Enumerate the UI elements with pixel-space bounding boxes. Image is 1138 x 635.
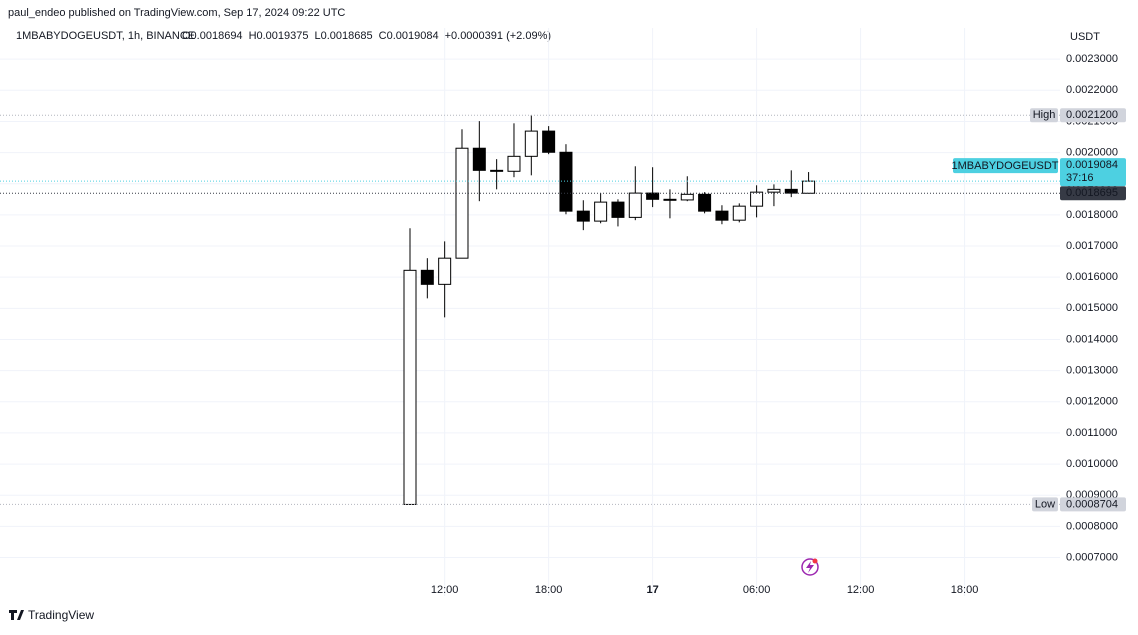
marker-tag bbox=[1032, 497, 1058, 512]
candle-body bbox=[507, 155, 521, 172]
candle-body bbox=[698, 193, 712, 212]
price-label: 0.0018695 bbox=[1066, 187, 1118, 199]
y-tick-label: 0.0007000 bbox=[1066, 551, 1118, 563]
ohlc-value: O0.0018694 bbox=[182, 30, 243, 42]
published-by: paul_endeo published on TradingView.com,… bbox=[8, 7, 345, 19]
countdown: 37:16 bbox=[1066, 172, 1094, 184]
y-tick-label: 0.0015000 bbox=[1066, 302, 1118, 314]
price-label: 0.0019084 bbox=[1066, 159, 1118, 171]
candle-body bbox=[784, 188, 798, 194]
y-tick-label: 0.0011000 bbox=[1066, 427, 1117, 439]
price-label-box bbox=[1060, 108, 1126, 123]
price-label-box bbox=[1060, 158, 1126, 187]
y-tick-label: 0.0012000 bbox=[1066, 396, 1118, 408]
x-tick-label: 12:00 bbox=[431, 584, 459, 596]
symbol-info: 1MBABYDOGEUSDT, 1h, BINANCE bbox=[16, 30, 195, 42]
candle-body bbox=[663, 198, 677, 201]
candle-body bbox=[594, 201, 608, 222]
y-tick-label: 0.0022000 bbox=[1066, 84, 1118, 96]
candle-body bbox=[767, 188, 781, 193]
candle-body bbox=[646, 192, 660, 200]
ohlc-value: C0.0019084 bbox=[379, 30, 439, 42]
y-tick-label: 0.0016000 bbox=[1066, 271, 1118, 283]
candle-body bbox=[472, 147, 486, 171]
watermark-icon bbox=[801, 558, 819, 576]
candle-body bbox=[524, 130, 538, 157]
candle-body bbox=[420, 269, 434, 285]
y-tick-label: 0.0008000 bbox=[1066, 520, 1118, 532]
ohlc-value: L0.0018685 bbox=[315, 30, 373, 42]
candle-body bbox=[542, 130, 556, 153]
symbol-tag-label: 1MBABYDOGEUSDT bbox=[952, 160, 1059, 172]
candle-body bbox=[576, 210, 590, 222]
candle-body bbox=[628, 192, 642, 218]
price-label-box bbox=[1060, 186, 1126, 201]
marker-tag bbox=[1030, 108, 1058, 123]
x-tick-label: 18:00 bbox=[535, 584, 563, 596]
price-label: 0.0008704 bbox=[1066, 498, 1118, 510]
x-tick-label: 12:00 bbox=[847, 584, 875, 596]
price-label: 0.0021200 bbox=[1066, 109, 1118, 121]
y-tick-label: 0.0014000 bbox=[1066, 333, 1118, 345]
candle-body bbox=[403, 269, 417, 505]
price-label-box bbox=[1060, 497, 1126, 512]
symbol-tag bbox=[953, 158, 1058, 174]
candle-body bbox=[455, 147, 469, 259]
y-tick-label: 0.0010000 bbox=[1066, 458, 1118, 470]
ohlc-value: H0.0019375 bbox=[249, 30, 309, 42]
candle-body bbox=[732, 205, 746, 221]
candle-body bbox=[715, 210, 729, 221]
y-tick-label: 0.0013000 bbox=[1066, 365, 1118, 377]
candle-body bbox=[490, 169, 504, 172]
grid bbox=[0, 28, 1060, 596]
candle-body bbox=[680, 193, 694, 201]
brand-name: TradingView bbox=[28, 608, 94, 622]
x-tick-label: 17 bbox=[646, 584, 658, 596]
y-tick-label: 0.0018000 bbox=[1066, 209, 1118, 221]
candle-body bbox=[438, 257, 452, 285]
y-tick-label: 0.0023000 bbox=[1066, 53, 1118, 65]
marker-tag-label: High bbox=[1033, 109, 1056, 121]
candle-body bbox=[559, 151, 573, 212]
unit-label: USDT bbox=[1070, 31, 1100, 43]
candle-body bbox=[750, 191, 764, 207]
x-tick-label: 06:00 bbox=[743, 584, 771, 596]
x-tick-label: 18:00 bbox=[951, 584, 979, 596]
candle-body bbox=[611, 201, 625, 218]
ohlc-value: +0.0000391 (+2.09%) bbox=[445, 30, 551, 42]
brand-logo: TradingView bbox=[9, 608, 94, 622]
y-tick-label: 0.0020000 bbox=[1066, 146, 1118, 158]
marker-tag-label: Low bbox=[1035, 498, 1055, 510]
y-tick-label: 0.0017000 bbox=[1066, 240, 1118, 252]
candle-body bbox=[802, 180, 816, 194]
